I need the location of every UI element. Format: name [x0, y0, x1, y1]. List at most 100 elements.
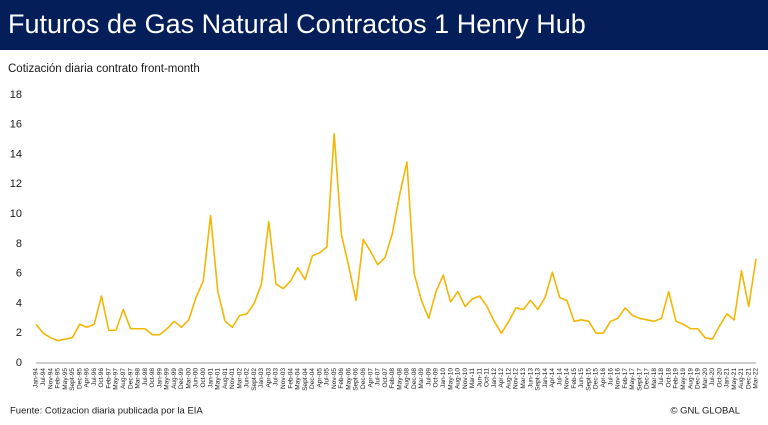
x-tick-label: Aug-10 — [455, 368, 462, 389]
x-tick-label: Mar-02 — [236, 368, 243, 389]
y-tick-label: 0 — [16, 357, 22, 369]
x-tick-label: Apr-12 — [498, 368, 505, 388]
x-tick-label: Aug-21 — [738, 368, 745, 389]
x-tick-label: Jul-05 — [324, 368, 331, 386]
y-tick-label: 10 — [10, 208, 22, 220]
x-tick-label: Sept-06 — [353, 368, 360, 391]
x-tick-label: Nov-05 — [331, 368, 338, 389]
x-tick-label: Jan-14 — [542, 368, 549, 388]
x-tick-label: Sept-95 — [69, 368, 76, 391]
x-tick-label: Apr-14 — [549, 368, 556, 388]
y-tick-label: 12 — [10, 178, 22, 190]
x-tick-label: Oct-07 — [382, 368, 389, 388]
x-tick-label: Jul-07 — [375, 368, 382, 386]
x-tick-label: May-17 — [629, 368, 636, 390]
x-tick-label: Apr-07 — [367, 368, 374, 388]
x-tick-label: Jan-99 — [156, 368, 163, 388]
x-tick-label: Jun-11 — [476, 368, 483, 388]
x-tick-label: Oct-00 — [200, 368, 207, 388]
x-tick-label: Dec-19 — [695, 368, 702, 389]
y-tick-label: 2 — [16, 327, 22, 339]
x-tick-label: Jan-94 — [33, 368, 40, 388]
x-tick-label: May-19 — [680, 368, 687, 390]
x-tick-label: Dec-99 — [178, 368, 185, 389]
y-tick-label: 6 — [16, 268, 22, 280]
x-tick-label: Jan-21 — [724, 368, 731, 388]
x-tick-label: May-01 — [215, 368, 222, 390]
x-tick-label: Apr-16 — [600, 368, 607, 388]
x-tick-label: Mar-18 — [651, 368, 658, 389]
x-tick-label: Feb-97 — [105, 368, 112, 389]
x-tick-label: Jan-01 — [207, 368, 214, 388]
x-tick-label: Mar-09 — [418, 368, 425, 389]
x-tick-label: Feb-95 — [55, 368, 62, 389]
x-tick-label: Sept-02 — [251, 368, 258, 391]
x-tick-label: Aug-12 — [505, 368, 512, 389]
x-tick-label: Aug-01 — [222, 368, 229, 389]
x-tick-label: May-21 — [731, 368, 738, 390]
x-tick-label: Apr-03 — [265, 368, 272, 388]
x-tick-label: Aug-08 — [404, 368, 411, 389]
x-tick-label: Apr-05 — [316, 368, 323, 388]
x-tick-label: Oct-96 — [98, 368, 105, 388]
x-tick-label: Nov-01 — [229, 368, 236, 389]
x-tick-label: Dec-95 — [76, 368, 83, 389]
x-tick-label: May-10 — [447, 368, 454, 390]
x-tick-label: Sept-15 — [585, 368, 592, 391]
x-tick-label: Aug-99 — [171, 368, 178, 389]
x-tick-label: Oct-98 — [149, 368, 156, 388]
x-tick-label: Dec-06 — [360, 368, 367, 389]
x-tick-label: Jul-96 — [91, 368, 98, 386]
x-tick-label: May-08 — [396, 368, 403, 390]
x-tick-label: Sept-04 — [302, 368, 309, 391]
y-tick-label: 18 — [10, 89, 22, 101]
x-tick-label: May-99 — [164, 368, 171, 390]
x-tick-label: Oct-18 — [665, 368, 672, 388]
x-tick-label: Dec-15 — [593, 368, 600, 389]
source: Fuente: Cotizacion diaria publicada por … — [10, 406, 203, 417]
x-tick-label: Jun-15 — [578, 368, 585, 388]
x-tick-label: Feb-19 — [673, 368, 680, 389]
x-tick-label: Jun-00 — [193, 368, 200, 388]
x-tick-label: Nov-03 — [280, 368, 287, 389]
x-tick-label: Mar-20 — [702, 368, 709, 389]
x-tick-label: Feb-08 — [389, 368, 396, 389]
x-tick-label: Jan-12 — [491, 368, 498, 388]
x-tick-label: Oct-20 — [716, 368, 723, 388]
x-tick-label: Feb-06 — [338, 368, 345, 389]
x-tick-label: Apr-96 — [84, 368, 91, 388]
x-tick-label: Mar-98 — [135, 368, 142, 389]
x-tick-label: Jul-16 — [607, 368, 614, 386]
x-tick-label: Feb-17 — [622, 368, 629, 389]
x-tick-label: Jul-98 — [142, 368, 149, 386]
x-tick-label: Mar-11 — [469, 368, 476, 388]
subtitle: Cotización diaria contrato front-month — [8, 63, 200, 75]
x-tick-label: Nov-10 — [462, 368, 469, 389]
x-tick-label: Sept-17 — [636, 368, 643, 391]
x-tick-label: Jul-94 — [40, 368, 47, 386]
x-tick-label: Jul-14 — [556, 368, 563, 386]
x-tick-label: Feb-15 — [571, 368, 578, 389]
x-tick-label: Jul-09 — [425, 368, 432, 386]
x-tick-label: Dec-97 — [127, 368, 134, 389]
x-tick-label: Dec-21 — [745, 368, 752, 389]
x-tick-label: Aug-19 — [687, 368, 694, 389]
x-tick-label: Dec-08 — [411, 368, 418, 389]
x-tick-label: Dec-17 — [644, 368, 651, 389]
x-tick-label: May-95 — [62, 368, 69, 390]
x-tick-label: May-06 — [345, 368, 352, 390]
x-tick-label: Mar-00 — [185, 368, 192, 389]
x-tick-label: Nov-94 — [47, 368, 54, 389]
y-tick-label: 4 — [16, 297, 22, 309]
x-tick-label: Nov-12 — [513, 368, 520, 389]
x-tick-label: Jan-03 — [258, 368, 265, 388]
x-tick-label: Jul-20 — [709, 368, 716, 386]
x-tick-label: Mar-13 — [520, 368, 527, 389]
chart-title: Futuros de Gas Natural Contractos 1 Henr… — [8, 9, 586, 39]
x-tick-label: Mar-22 — [753, 368, 760, 389]
price-line — [35, 132, 757, 342]
x-tick-label: Jul-03 — [273, 368, 280, 386]
x-tick-label: Nov-16 — [615, 368, 622, 389]
